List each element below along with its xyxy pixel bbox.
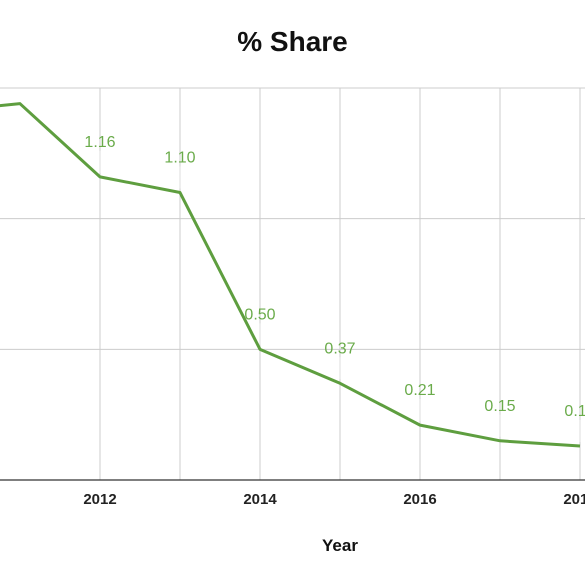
data-label: 0.37 xyxy=(324,340,355,357)
data-label: 0.15 xyxy=(484,398,515,415)
series-line xyxy=(0,102,581,448)
x-tick-label: 2014 xyxy=(243,491,277,508)
series-group xyxy=(0,102,581,448)
x-tick-labels: 2012 2014 2016 2018 xyxy=(83,491,585,508)
data-label: 0.50 xyxy=(244,306,275,323)
data-label: 0.13 xyxy=(564,403,585,420)
grid-lines xyxy=(0,87,585,480)
data-label: 1.16 xyxy=(84,134,115,151)
x-tick-label: 2018 xyxy=(563,491,585,508)
data-label: 1.10 xyxy=(164,150,195,167)
chart-title: % Share xyxy=(237,26,348,57)
data-label: 0.21 xyxy=(404,382,435,399)
data-labels: 1.16 1.10 0.50 0.37 0.21 0.15 0.13 xyxy=(84,134,585,443)
x-tick-label: 2012 xyxy=(83,491,116,508)
x-axis-label: Year xyxy=(322,536,358,555)
x-tick-label: 2016 xyxy=(403,491,436,508)
